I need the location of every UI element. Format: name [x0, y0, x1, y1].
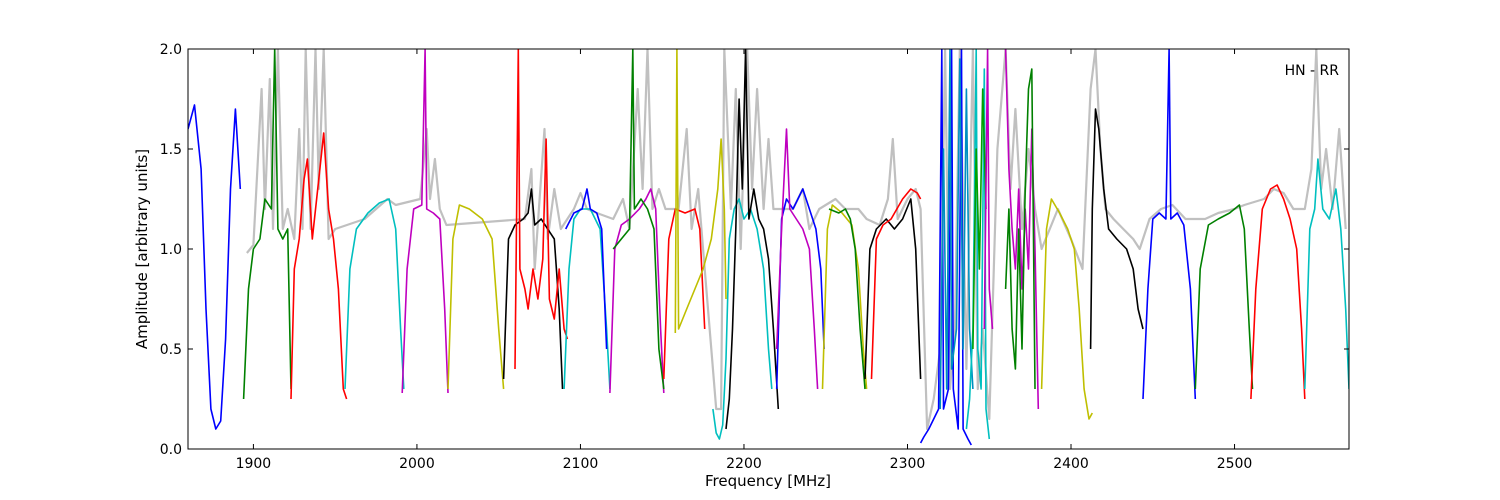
x-tick-label: 1900 [236, 456, 272, 472]
x-tick-label: 2400 [1053, 456, 1089, 472]
series-line-30 [1040, 198, 1094, 420]
x-tick-label: 2100 [563, 456, 599, 472]
series-line-7 [502, 188, 564, 390]
y-tick-label: 0.0 [160, 442, 182, 458]
series-line-32 [1142, 49, 1197, 400]
series-line-8 [514, 49, 569, 370]
annotation-label: HN - RR [1285, 63, 1340, 79]
series-line-33 [1194, 204, 1254, 390]
series-line-34 [1250, 184, 1306, 400]
series-layer [188, 49, 1349, 446]
series-line-4 [344, 198, 405, 390]
series-line-13 [663, 208, 706, 380]
series-line-20 [828, 208, 866, 390]
y-tick-label: 1.0 [160, 242, 182, 258]
series-line-5 [401, 49, 449, 394]
series-line-18 [775, 128, 819, 390]
series-line-27 [983, 49, 994, 330]
y-axis-label: Amplitude [arbitrary units] [133, 149, 151, 349]
x-tick-label: 2200 [726, 456, 762, 472]
series-line-17 [775, 188, 825, 390]
y-tick-label: 2.0 [160, 42, 182, 58]
series-line-21 [864, 198, 922, 380]
background-series-line [246, 49, 1347, 431]
series-line-14 [674, 49, 727, 334]
series-line-29 [1004, 68, 1036, 390]
axes-layer: 1900 2000 2100 2200 2300 2400 2500 0.0 0.5 1.0 1.5… [160, 42, 1349, 472]
series-line-11 [609, 188, 665, 394]
x-axis-label: Frequency [MHz] [705, 472, 831, 490]
plot-area [188, 49, 1349, 449]
series-line-16 [725, 49, 780, 430]
plot-frame [187, 48, 1350, 450]
series-line-24 [939, 49, 974, 410]
series-line-22 [870, 188, 922, 380]
series-line-2 [242, 49, 292, 400]
series-line-1 [188, 104, 242, 430]
series-line-31 [1089, 108, 1144, 350]
series-line-35 [1304, 158, 1349, 390]
series-line-26 [972, 88, 987, 350]
series-line-3 [290, 132, 348, 400]
y-tick-label: 0.5 [160, 342, 182, 358]
x-tick-label: 2000 [399, 456, 435, 472]
x-tick-label: 2300 [890, 456, 926, 472]
series-line-10 [564, 188, 608, 350]
series-line-19 [821, 204, 868, 390]
series-line-12 [612, 49, 665, 390]
series-line-6 [447, 204, 505, 390]
y-tick-label: 1.5 [160, 142, 182, 158]
x-tick-label: 2500 [1217, 456, 1253, 472]
